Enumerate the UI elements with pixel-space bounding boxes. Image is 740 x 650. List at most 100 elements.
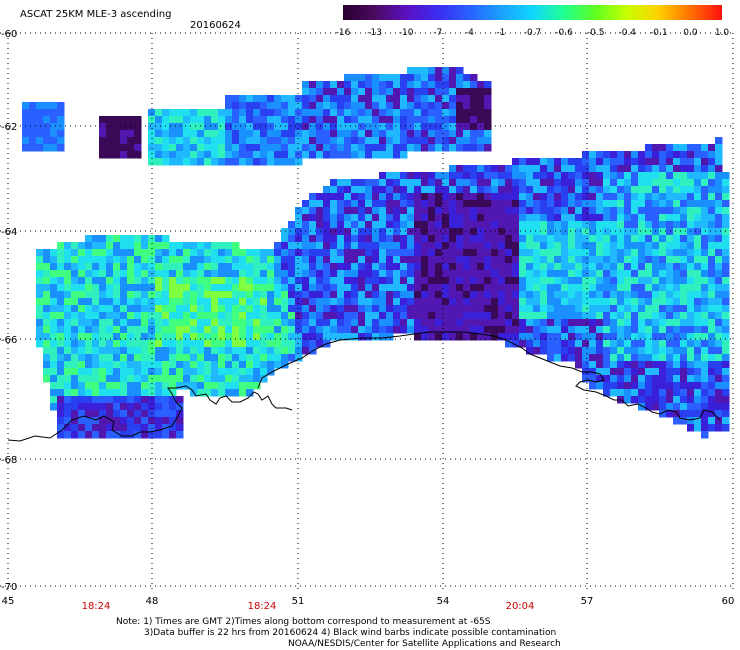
wind-cell <box>386 221 394 229</box>
wind-cell <box>512 326 520 334</box>
wind-cell <box>323 291 331 299</box>
wind-cell <box>386 277 394 285</box>
wind-cell <box>603 158 611 166</box>
wind-cell <box>414 109 422 117</box>
wind-cell <box>260 123 268 131</box>
wind-cell <box>498 305 506 313</box>
wind-cell <box>666 291 674 299</box>
antarctic-coastline <box>7 331 721 442</box>
wind-cell <box>134 249 142 257</box>
wind-cell <box>190 130 198 138</box>
wind-cell <box>197 270 205 278</box>
wind-cell <box>596 179 604 187</box>
wind-cell <box>568 165 576 173</box>
wind-cell <box>589 277 597 285</box>
wind-cell <box>239 361 247 369</box>
wind-cell <box>533 186 541 194</box>
wind-cell <box>540 200 548 208</box>
wind-cell <box>113 354 121 362</box>
wind-cell <box>176 116 184 124</box>
wind-cell <box>57 389 65 397</box>
wind-cell <box>470 186 478 194</box>
wind-cell <box>603 249 611 257</box>
wind-cell <box>148 417 156 425</box>
wind-cell <box>127 354 135 362</box>
wind-cell <box>624 396 632 404</box>
wind-cell <box>659 214 667 222</box>
wind-cell <box>351 74 359 82</box>
wind-cell <box>155 137 163 145</box>
wind-cell <box>204 242 212 250</box>
wind-cell <box>708 249 716 257</box>
wind-cell <box>491 242 499 250</box>
wind-cell <box>309 207 317 215</box>
wind-cell <box>456 186 464 194</box>
wind-cell <box>456 67 464 75</box>
wind-cell <box>554 242 562 250</box>
wind-cell <box>666 382 674 390</box>
wind-cell <box>505 291 513 299</box>
wind-cell <box>589 242 597 250</box>
wind-cell <box>239 375 247 383</box>
wind-cell <box>561 263 569 271</box>
wind-cell <box>449 207 457 215</box>
wind-cell <box>127 319 135 327</box>
wind-cell <box>232 312 240 320</box>
wind-cell <box>204 277 212 285</box>
wind-cell <box>302 333 310 341</box>
wind-cell <box>722 179 730 187</box>
wind-cell <box>323 228 331 236</box>
wind-cell <box>113 242 121 250</box>
wind-cell <box>71 277 79 285</box>
wind-cell <box>442 81 450 89</box>
wind-cell <box>435 137 443 145</box>
wind-cell <box>701 179 709 187</box>
wind-cell <box>554 221 562 229</box>
wind-cell <box>610 270 618 278</box>
wind-cell <box>71 375 79 383</box>
wind-cell <box>582 151 590 159</box>
wind-cell <box>190 123 198 131</box>
wind-cell <box>526 200 534 208</box>
wind-cell <box>43 123 51 131</box>
wind-cell <box>57 396 65 404</box>
wind-cell <box>85 368 93 376</box>
wind-cell <box>484 305 492 313</box>
wind-cell <box>337 116 345 124</box>
wind-cell <box>491 179 499 187</box>
wind-cell <box>64 340 72 348</box>
wind-cell <box>323 242 331 250</box>
wind-cell <box>715 249 723 257</box>
wind-cell <box>568 221 576 229</box>
wind-cell <box>596 228 604 236</box>
wind-cell <box>113 333 121 341</box>
wind-cell <box>435 179 443 187</box>
wind-cell <box>442 284 450 292</box>
wind-cell <box>162 144 170 152</box>
wind-cell <box>134 291 142 299</box>
wind-cell <box>43 263 51 271</box>
wind-cell <box>519 333 527 341</box>
wind-cell <box>547 263 555 271</box>
wind-cell <box>323 102 331 110</box>
wind-cell <box>428 207 436 215</box>
wind-cell <box>225 242 233 250</box>
wind-cell <box>680 396 688 404</box>
wind-cell <box>295 354 303 362</box>
wind-cell <box>267 326 275 334</box>
wind-cell <box>302 326 310 334</box>
wind-cell <box>652 375 660 383</box>
wind-cell <box>701 389 709 397</box>
wind-cell <box>631 312 639 320</box>
wind-cell <box>246 270 254 278</box>
wind-cell <box>533 179 541 187</box>
wind-cell <box>673 305 681 313</box>
wind-cell <box>344 270 352 278</box>
wind-cell <box>568 326 576 334</box>
wind-cell <box>659 298 667 306</box>
wind-cell <box>673 375 681 383</box>
wind-cell <box>680 249 688 257</box>
wind-cell <box>589 298 597 306</box>
wind-cell <box>246 375 254 383</box>
wind-cell <box>519 228 527 236</box>
